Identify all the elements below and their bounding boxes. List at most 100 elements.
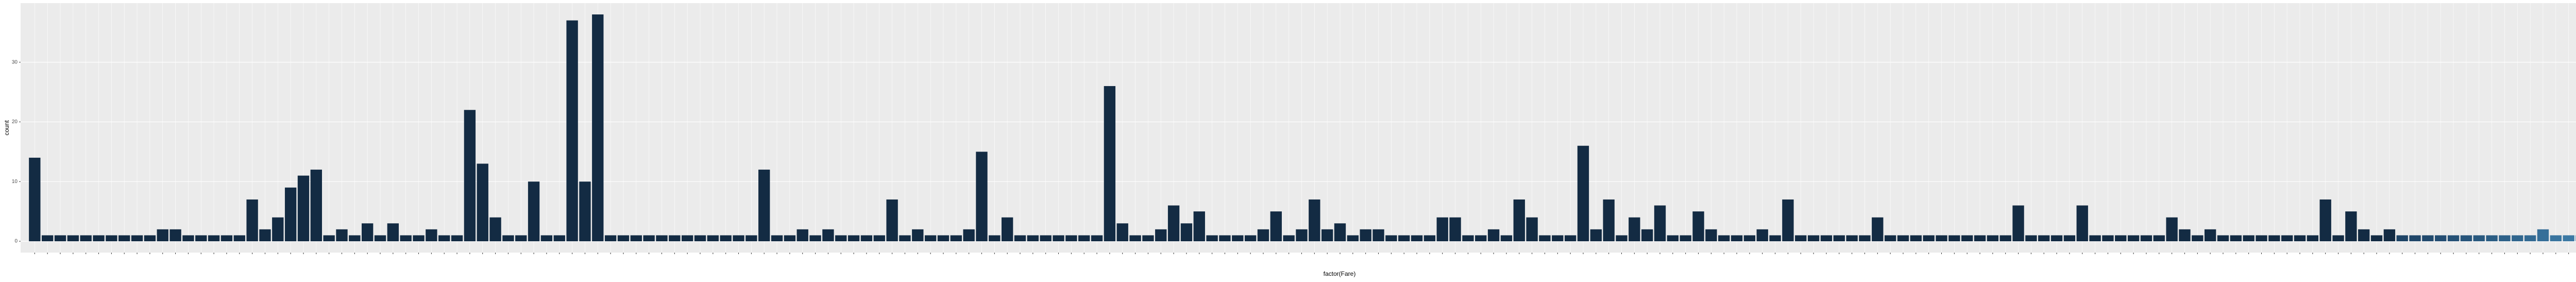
bar [2550, 235, 2562, 241]
bar [1487, 229, 1500, 241]
bar [2127, 235, 2140, 241]
bar [349, 235, 361, 241]
bar [1680, 235, 1691, 241]
bar [1104, 86, 1116, 241]
bar [1129, 235, 1141, 241]
bar [1142, 235, 1154, 241]
bar [438, 235, 450, 241]
bar [1795, 235, 1807, 241]
bar [2537, 229, 2549, 241]
bar [1436, 217, 1448, 241]
bar [989, 235, 1001, 241]
bar [2486, 235, 2498, 241]
bar [1552, 235, 1564, 241]
bar [733, 235, 744, 241]
bar [540, 235, 553, 241]
bar [1065, 235, 1077, 241]
bar [2383, 229, 2396, 241]
bar [2447, 235, 2460, 241]
bar [1219, 235, 1231, 241]
bar [1872, 217, 1884, 241]
bar [1846, 235, 1858, 241]
bar [1999, 235, 2011, 241]
bar [2512, 235, 2523, 241]
bar [694, 235, 706, 241]
bar [2076, 205, 2088, 241]
bar [1372, 229, 1384, 241]
bar [131, 235, 143, 241]
y-tick-label: 10 [12, 179, 18, 185]
bar [67, 235, 79, 241]
bar [2050, 235, 2063, 241]
bar [1910, 235, 1922, 241]
bar [886, 199, 898, 241]
bar [1936, 235, 1947, 241]
bar [272, 217, 284, 241]
bar [1756, 229, 1768, 241]
bar [963, 229, 975, 241]
bar [1475, 235, 1487, 241]
bar [489, 217, 501, 241]
bar [1743, 235, 1756, 241]
bar [1027, 235, 1039, 241]
bar [1718, 235, 1730, 241]
bar [2217, 235, 2229, 241]
bar [284, 187, 297, 241]
bar [1232, 235, 1244, 241]
bar [2524, 235, 2536, 241]
bar [976, 152, 988, 241]
bar [387, 223, 399, 241]
panel [21, 3, 2576, 253]
bar [310, 170, 322, 241]
bar [592, 14, 604, 241]
bar [1296, 229, 1308, 241]
bar [1692, 211, 1704, 241]
bar [669, 235, 681, 241]
bar [784, 235, 796, 241]
bar [1731, 235, 1743, 241]
bar [771, 235, 783, 241]
bar [1091, 235, 1103, 241]
bar [566, 20, 578, 241]
bar [860, 235, 873, 241]
bar [118, 235, 130, 241]
bar [1987, 235, 1999, 241]
bar [2281, 235, 2293, 241]
bar [2396, 235, 2408, 241]
bar [2256, 235, 2267, 241]
bar [1974, 235, 1986, 241]
bar [2307, 235, 2319, 241]
bar [835, 235, 847, 241]
bar [1859, 235, 1871, 241]
y-tick-label: 20 [12, 119, 18, 125]
bar [106, 235, 117, 241]
bar [630, 235, 642, 241]
bar [1616, 235, 1628, 241]
bar [2409, 235, 2421, 241]
bar [1590, 229, 1602, 241]
bar [1923, 235, 1935, 241]
bar [2435, 235, 2447, 241]
bar [2268, 235, 2280, 241]
bar [873, 235, 885, 241]
bar [1360, 229, 1371, 241]
bar [1257, 229, 1269, 241]
bar [1629, 217, 1640, 241]
bar [848, 235, 860, 241]
bar [1654, 205, 1666, 241]
bar [1513, 199, 1525, 241]
bar [2025, 235, 2037, 241]
bar [553, 235, 565, 241]
bar [2422, 235, 2434, 241]
bar [2243, 235, 2255, 241]
bar [707, 235, 719, 241]
bar [1193, 211, 1205, 241]
bar [1500, 235, 1513, 241]
bar [1449, 217, 1461, 241]
bar [1641, 229, 1653, 241]
bar [515, 235, 527, 241]
bar [400, 235, 412, 241]
bar [1014, 235, 1026, 241]
bar [681, 235, 693, 241]
